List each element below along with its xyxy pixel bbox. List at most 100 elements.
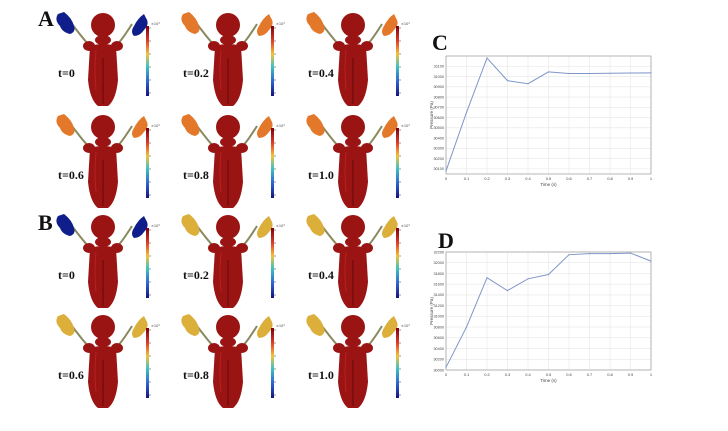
- y-tick-label: 30400: [433, 136, 444, 140]
- airway-model-a-0: [56, 12, 148, 106]
- data-point: [486, 277, 488, 279]
- x-tick-label: 1: [650, 176, 653, 181]
- data-point: [465, 326, 468, 328]
- y-tick-label: 30000: [433, 368, 444, 372]
- x-tick-label: 0.3: [505, 372, 511, 377]
- time-label-a-4: t=0.8: [183, 168, 209, 182]
- x-tick-label: 0.1: [464, 372, 470, 377]
- y-tick-label: 30700: [433, 106, 444, 110]
- x-tick-label: 0.7: [587, 176, 593, 181]
- colorbar-b-5: ×10⁴: [396, 324, 410, 398]
- y-tick-label: 31400: [433, 293, 444, 297]
- airway-model-a-1: [181, 12, 273, 106]
- y-tick-label: 32000: [433, 261, 444, 265]
- x-tick-label: 0.9: [628, 176, 634, 181]
- x-tick-label: 0.5: [546, 372, 552, 377]
- y-tick-label: 30600: [433, 116, 444, 120]
- y-tick-label: 30800: [433, 95, 444, 99]
- data-point: [465, 111, 468, 114]
- y-tick-label: 30200: [433, 157, 444, 161]
- x-tick-label: 0.8: [607, 372, 613, 377]
- panel-letter-c: C: [432, 30, 448, 55]
- colorbar-a-2: ×10⁴: [396, 22, 410, 96]
- x-tick-label: 0.2: [484, 372, 490, 377]
- y-tick-label: 32200: [433, 250, 444, 254]
- data-point: [568, 254, 570, 256]
- x-axis-label: Time (s): [540, 378, 557, 383]
- svg-text:×10⁴: ×10⁴: [151, 22, 160, 26]
- airway-model-a-3: [56, 114, 148, 208]
- data-point: [527, 83, 529, 85]
- x-tick-label: 0.5: [546, 176, 552, 181]
- data-point: [629, 72, 632, 74]
- x-tick-label: 0.7: [587, 372, 593, 377]
- airway-model-b-1: [181, 214, 273, 308]
- data-point: [568, 72, 570, 75]
- svg-text:×10⁴: ×10⁴: [276, 224, 285, 228]
- x-axis-label: Time (s): [540, 182, 557, 187]
- colorbar-b-4: ×10⁴: [271, 324, 285, 398]
- colorbar-a-1: ×10⁴: [271, 22, 285, 96]
- x-tick-label: 0.4: [525, 176, 531, 181]
- data-point: [547, 71, 550, 73]
- svg-text:×10⁴: ×10⁴: [151, 324, 160, 328]
- y-tick-label: 30200: [433, 358, 444, 362]
- time-label-b-0: t=0: [58, 268, 75, 282]
- time-label-b-3: t=0.6: [58, 368, 84, 382]
- x-tick-label: 0.3: [505, 176, 511, 181]
- time-label-a-0: t=0: [58, 66, 75, 80]
- y-tick-label: 31000: [433, 315, 444, 319]
- data-point: [588, 253, 591, 255]
- colorbar-b-1: ×10⁴: [271, 224, 285, 298]
- x-tick-label: 1: [650, 372, 653, 377]
- airway-model-b-5: [306, 314, 398, 408]
- time-label-a-2: t=0.4: [308, 66, 334, 80]
- data-point: [629, 252, 632, 254]
- data-point: [547, 273, 550, 276]
- y-tick-label: 31600: [433, 282, 444, 286]
- airway-model-b-3: [56, 314, 148, 408]
- time-label-b-5: t=1.0: [308, 368, 334, 382]
- panel-letter-d: D: [438, 228, 454, 253]
- x-tick-label: 0.1: [464, 176, 470, 181]
- airway-model-b-4: [181, 314, 273, 408]
- pressure-plot-d: 0 0.1 0.2 0.3 0.4 0.5 0.6 0.7 0.8 0.9 1 30000 30200 3…: [430, 250, 653, 383]
- svg-text:×10⁴: ×10⁴: [401, 224, 410, 228]
- panel-letter-a: A: [38, 6, 54, 31]
- y-axis-label: Pressure (Pa): [430, 101, 434, 129]
- x-tick-label: 0.6: [566, 176, 572, 181]
- x-tick-label: 0.4: [525, 372, 531, 377]
- data-point: [445, 170, 447, 172]
- data-point: [527, 278, 529, 280]
- svg-text:×10⁴: ×10⁴: [401, 324, 410, 328]
- svg-text:×10⁴: ×10⁴: [401, 124, 410, 128]
- time-label-b-1: t=0.2: [183, 268, 209, 282]
- time-label-a-3: t=0.6: [58, 168, 84, 182]
- data-point: [609, 253, 611, 255]
- y-tick-label: 30900: [433, 85, 444, 89]
- x-tick-label: 0: [445, 176, 448, 181]
- x-tick-label: 0.6: [566, 372, 572, 377]
- time-label-a-5: t=1.0: [308, 168, 334, 182]
- y-axis-label: Pressure (Pa): [430, 297, 434, 325]
- colorbar-a-4: ×10⁴: [271, 124, 285, 198]
- colorbar-a-5: ×10⁴: [396, 124, 410, 198]
- y-tick-label: 31200: [433, 304, 444, 308]
- airway-model-a-5: [306, 114, 398, 208]
- svg-text:×10⁴: ×10⁴: [276, 124, 285, 128]
- time-label-b-4: t=0.8: [183, 368, 209, 382]
- x-tick-label: 0.9: [628, 372, 634, 377]
- x-tick-label: 0: [445, 372, 448, 377]
- data-point: [588, 72, 591, 75]
- y-tick-label: 30800: [433, 325, 444, 329]
- colorbar-a-0: ×10⁴: [146, 22, 160, 96]
- pressure-plot-c: 0 0.1 0.2 0.3 0.4 0.5 0.6 0.7 0.8 0.9 1 30100 30200 3…: [430, 55, 653, 187]
- y-tick-label: 30100: [433, 167, 444, 171]
- colorbar-b-3: ×10⁴: [146, 324, 160, 398]
- data-point: [650, 72, 652, 74]
- data-point: [609, 72, 611, 74]
- data-point: [445, 366, 447, 368]
- airway-model-a-4: [181, 114, 273, 208]
- svg-text:×10⁴: ×10⁴: [151, 224, 160, 228]
- y-tick-label: 30600: [433, 336, 444, 340]
